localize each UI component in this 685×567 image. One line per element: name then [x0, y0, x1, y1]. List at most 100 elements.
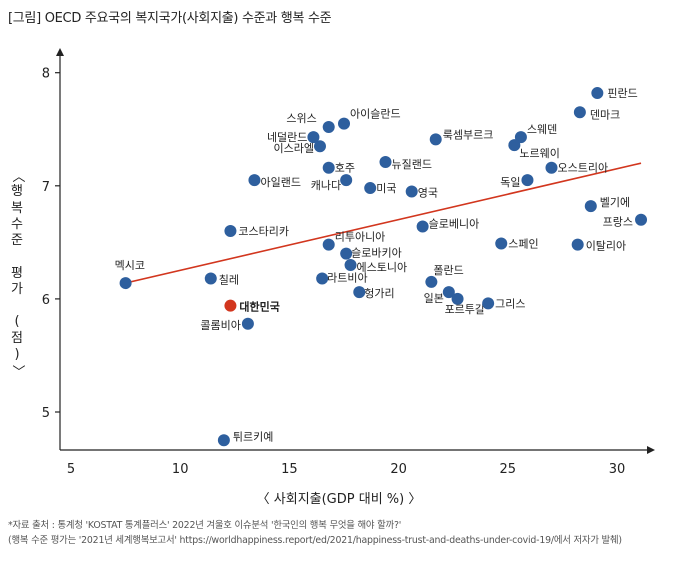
point-label: 핀란드	[607, 87, 637, 100]
point-label: 호주	[335, 162, 355, 175]
data-point	[340, 247, 353, 260]
x-tick-label: 25	[500, 462, 517, 477]
data-point	[353, 286, 366, 299]
y-axis-label-char: 점	[11, 330, 23, 346]
point-label: 일본	[424, 291, 444, 305]
data-point	[405, 185, 418, 198]
data-point	[573, 106, 586, 119]
data-point	[635, 213, 648, 226]
data-point	[495, 237, 508, 250]
data-point	[119, 277, 132, 290]
data-point	[545, 161, 558, 174]
data-point	[514, 131, 527, 144]
data-point	[248, 174, 261, 187]
x-tick-label: 5	[67, 462, 75, 477]
source-line-1: *자료 출처 : 통계청 'KOSTAT 통계플러스' 2022년 겨울호 이슈…	[8, 520, 402, 531]
data-point	[442, 286, 455, 299]
point-label: 노르웨이	[519, 147, 559, 160]
point-label: 네덜란드	[267, 131, 307, 144]
y-axis-label-char: 복	[11, 200, 23, 216]
y-axis-label-char: )	[14, 346, 20, 362]
x-tick-label: 20	[390, 462, 407, 477]
y-axis-label-char: 평	[11, 265, 23, 281]
data-point	[338, 117, 350, 130]
y-axis-label-char: 준	[11, 233, 23, 248]
point-label: 스웨덴	[527, 123, 557, 136]
data-point	[344, 258, 357, 271]
data-point	[416, 220, 429, 233]
data-point	[451, 292, 464, 305]
point-label: 오스트리아	[557, 162, 608, 175]
data-point	[591, 87, 604, 100]
point-label: 에스토니아	[357, 261, 408, 274]
point-label: 폴란드	[433, 264, 463, 277]
data-point	[322, 120, 335, 133]
data-point	[521, 174, 534, 187]
x-tick-label: 30	[609, 462, 626, 477]
point-label: 이탈리아	[586, 240, 626, 253]
point-label: 헝가리	[364, 287, 394, 300]
y-tick-label: 5	[42, 406, 50, 421]
point-label: 라트비아	[327, 272, 367, 285]
data-point	[307, 131, 320, 144]
point-label: 슬로베니아	[429, 218, 480, 231]
highlight-point-label: 대한민국	[239, 300, 279, 314]
y-axis-label-char: (	[14, 314, 20, 330]
data-point	[364, 182, 377, 195]
point-label: 칠레	[219, 274, 239, 287]
data-point	[313, 140, 326, 153]
y-tick-label: 6	[42, 293, 50, 308]
point-label: 뉴질랜드	[391, 158, 431, 171]
data-point	[584, 200, 597, 213]
data-point	[340, 174, 353, 187]
point-label: 캐나다	[311, 179, 341, 192]
point-label: 룩셈부르크	[443, 128, 494, 141]
data-point	[429, 133, 442, 146]
point-label: 미국	[376, 182, 396, 195]
point-label: 영국	[418, 186, 438, 199]
data-point	[224, 299, 237, 312]
x-tick-label: 15	[281, 462, 298, 477]
point-label: 아일랜드	[260, 175, 300, 189]
figure-title: [그림] OECD 주요국의 복지국가(사회지출) 수준과 행복 수준	[8, 11, 332, 26]
y-tick-label: 7	[42, 180, 50, 195]
point-label: 스위스	[286, 112, 316, 125]
point-label: 스페인	[508, 237, 538, 250]
point-label: 프랑스	[603, 216, 633, 229]
point-label: 독일	[500, 175, 520, 189]
y-axis-label-char: 행	[11, 184, 23, 200]
x-axis-label: 〈 사회지출(GDP 대비 %) 〉	[257, 492, 422, 507]
x-axis-arrow	[647, 446, 655, 454]
data-point	[322, 161, 335, 174]
point-label: 그리스	[495, 297, 525, 310]
point-label: 포르투갈	[445, 302, 485, 316]
data-point	[425, 275, 438, 288]
data-point	[482, 297, 495, 310]
y-axis-label-char: 가	[11, 281, 23, 297]
point-label: 덴마크	[590, 108, 620, 121]
point-label: 벨기에	[600, 196, 630, 209]
data-point	[241, 317, 254, 330]
source-line-2: (행복 수준 평가는 '2021년 세계행복보고서' https://world…	[8, 534, 622, 546]
data-point	[322, 238, 335, 251]
point-label: 이스라엘	[273, 142, 313, 155]
data-point	[571, 238, 584, 251]
point-label: 튀르키예	[233, 430, 273, 443]
point-label: 슬로바키아	[351, 247, 402, 260]
data-point	[204, 272, 217, 285]
point-label: 코스타리카	[238, 225, 289, 238]
data-point	[316, 272, 329, 285]
data-point	[217, 434, 230, 447]
data-point	[379, 156, 392, 169]
trend-line	[125, 162, 642, 284]
point-label: 멕시코	[115, 259, 145, 272]
data-point	[224, 225, 237, 238]
data-point	[508, 139, 521, 152]
point-label: 아이슬란드	[350, 108, 401, 121]
point-label: 콜롬비아	[200, 319, 240, 332]
source-note: *자료 출처 : 통계청 'KOSTAT 통계플러스' 2022년 겨울호 이슈…	[8, 519, 622, 548]
x-tick-label: 10	[172, 462, 189, 477]
y-axis-arrow	[56, 48, 64, 56]
